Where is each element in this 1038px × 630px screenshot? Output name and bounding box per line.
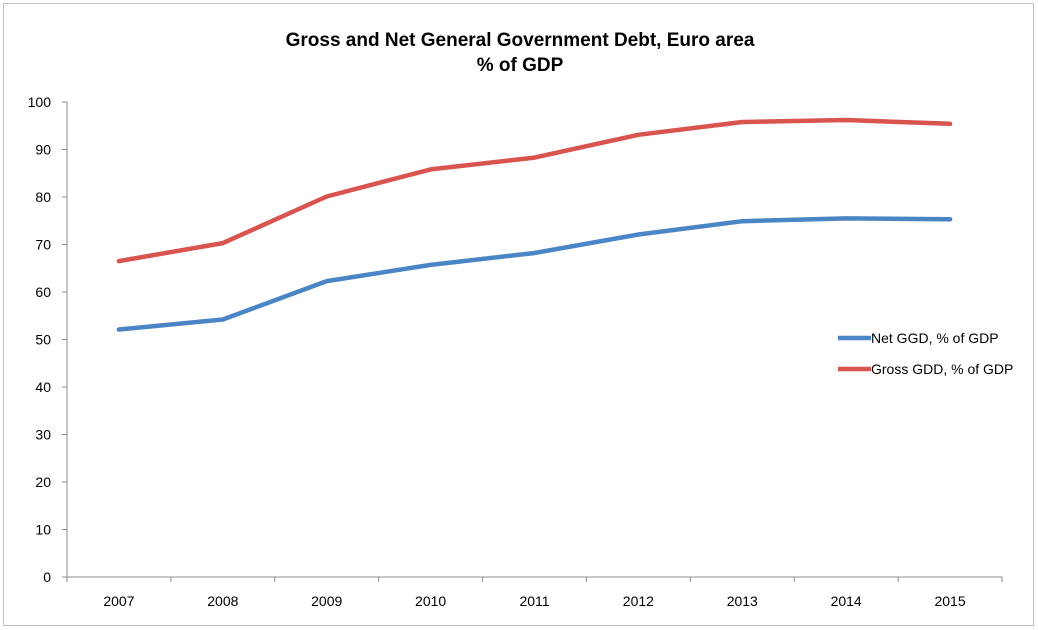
legend-label: Gross GDD, % of GDP bbox=[871, 361, 1013, 377]
line-chart: Gross and Net General Government Debt, E… bbox=[28, 30, 1014, 609]
x-tick-label: 2009 bbox=[311, 593, 342, 609]
y-tick-label: 50 bbox=[35, 332, 51, 348]
x-tick-label: 2012 bbox=[623, 593, 654, 609]
x-tick-label: 2011 bbox=[519, 593, 549, 609]
y-tick-label: 80 bbox=[35, 189, 51, 205]
x-tick-label: 2014 bbox=[831, 593, 862, 609]
x-axis: 2007 2008 2009 2010 2011 2012 2013 2014 2015 bbox=[66, 576, 1003, 609]
y-tick-label: 30 bbox=[35, 427, 51, 443]
chart-subtitle: % of GDP bbox=[477, 55, 564, 76]
chart-title: Gross and Net General Government Debt, E… bbox=[286, 30, 755, 51]
y-tick-label: 10 bbox=[35, 522, 51, 538]
y-tick-label: 90 bbox=[35, 142, 51, 158]
y-tick-label: 70 bbox=[35, 237, 51, 253]
series-group bbox=[116, 117, 953, 332]
chart-frame: Gross and Net General Government Debt, E… bbox=[3, 3, 1034, 626]
legend-label: Net GGD, % of GDP bbox=[871, 330, 999, 346]
series-line-net bbox=[116, 216, 953, 332]
y-tick-label: 20 bbox=[35, 474, 51, 490]
legend: Net GGD, % of GDP Gross GDD, % of GDP bbox=[838, 330, 1013, 377]
y-axis: 0 10 20 30 40 50 60 70 80 90 100 bbox=[28, 94, 68, 585]
x-tick-label: 2010 bbox=[415, 593, 446, 609]
x-tick-label: 2015 bbox=[934, 593, 965, 609]
y-tick-label: 40 bbox=[35, 379, 51, 395]
x-tick-label: 2013 bbox=[727, 593, 758, 609]
y-tick-label: 100 bbox=[28, 94, 52, 110]
x-tick-label: 2008 bbox=[207, 593, 238, 609]
y-tick-label: 60 bbox=[35, 284, 51, 300]
y-tick-label: 0 bbox=[43, 569, 51, 585]
series-line-gross bbox=[116, 117, 953, 264]
x-tick-label: 2007 bbox=[103, 593, 134, 609]
